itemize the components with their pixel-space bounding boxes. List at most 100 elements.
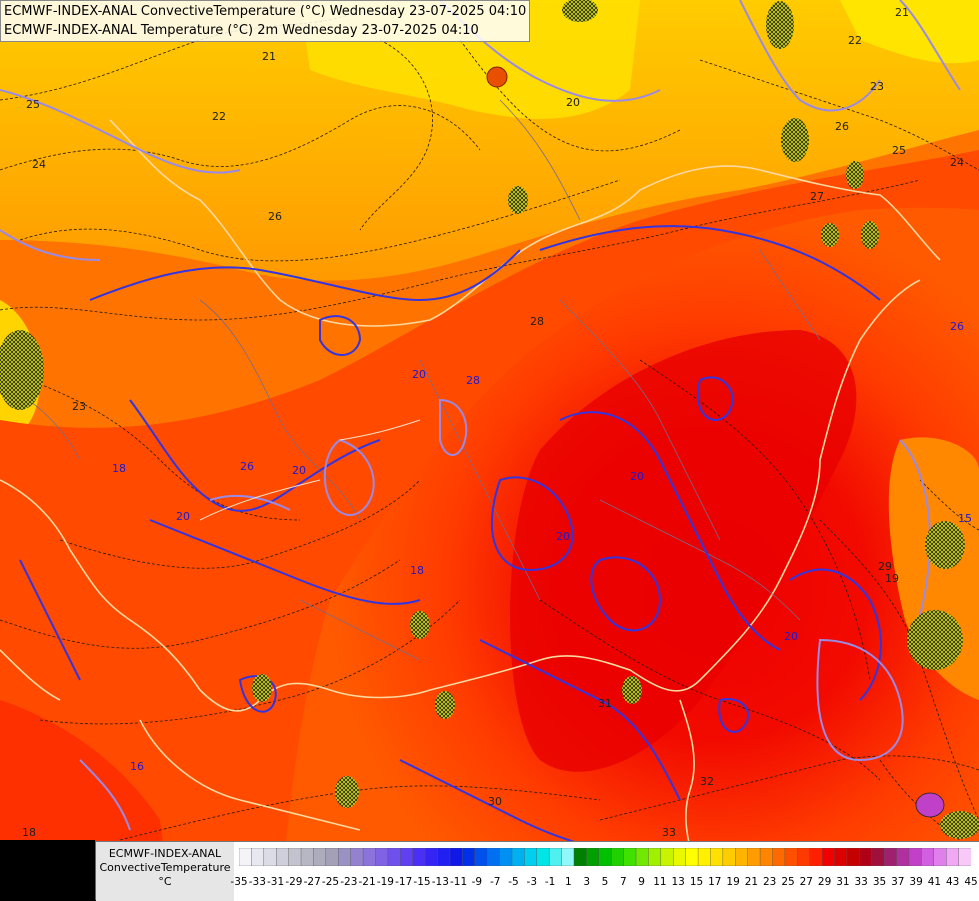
contour-label: 28 [530, 315, 544, 328]
legend-color-bar [239, 848, 971, 866]
convective-cells [0, 0, 979, 839]
legend-swatch [921, 848, 935, 866]
convective-cell [622, 676, 642, 704]
region-borders [0, 99, 821, 661]
legend-swatch [883, 848, 898, 866]
contour-label: 19 [885, 572, 899, 585]
legend-tick-label: 19 [726, 876, 740, 888]
legend-swatch [499, 848, 513, 866]
contour-label-blue: 20 [412, 368, 426, 381]
legend-swatch [251, 848, 265, 866]
contour-label-blue: 18 [112, 462, 126, 475]
contour-label: 22 [848, 34, 862, 47]
legend-swatch [362, 848, 376, 866]
legend-swatch [586, 848, 600, 866]
convective-cell [410, 611, 430, 639]
legend-swatch [598, 848, 612, 866]
legend-tick-label: -35 [230, 876, 248, 888]
legend-tick-label: 15 [689, 876, 704, 888]
convective-cell [766, 1, 794, 49]
legend-tick-label: 37 [891, 876, 905, 888]
legend-tick-label: 21 [744, 876, 759, 888]
legend-tick-label: 25 [781, 876, 795, 888]
legend-tick-label: 27 [799, 876, 813, 888]
contour-label-blue: 15 [958, 512, 972, 525]
legend-tick-label: -5 [508, 876, 519, 888]
legend-swatch [486, 848, 501, 866]
contour-label-blue: 20 [176, 510, 190, 523]
contour-label: 29 [878, 560, 892, 573]
legend-swatch [772, 848, 786, 866]
map-title-box: ECMWF-INDEX-ANAL ConvectiveTemperature (… [0, 0, 531, 42]
legend-swatch [313, 848, 327, 866]
contour-label: 20 [566, 96, 580, 109]
convective-cell [915, 792, 945, 818]
legend-swatch [276, 848, 290, 866]
contour-label-blue: 20 [556, 530, 570, 543]
contour-label: 21 [262, 50, 276, 63]
convective-cell [435, 691, 455, 719]
contour-label: 32 [700, 775, 714, 788]
legend-swatch [375, 848, 389, 866]
legend-tick-label: -11 [450, 876, 468, 888]
legend-swatch [834, 848, 848, 866]
legend-swatch [424, 848, 439, 866]
legend-tick-label: -23 [340, 876, 358, 888]
legend-tick-label: -7 [489, 876, 501, 888]
legend-tick-label: -1 [544, 876, 556, 888]
contour-label: 24 [950, 156, 964, 169]
legend-tick-label: 39 [909, 876, 923, 888]
legend-tick-label: -15 [413, 876, 431, 888]
contour-label-blue: 20 [784, 630, 798, 643]
legend-label: ECMWF-INDEX-ANAL ConvectiveTemperature °… [96, 842, 234, 901]
legend-tick-label: -27 [303, 876, 321, 888]
legend-swatch [747, 848, 761, 866]
contour-label: 18 [22, 826, 36, 839]
legend-tick-label: 35 [872, 876, 887, 888]
north-warm-zone [0, 0, 979, 281]
legend-swatch [784, 848, 798, 866]
legend-swatch [548, 848, 563, 866]
legend-tick-label: 33 [854, 876, 868, 888]
legend-swatch [263, 848, 277, 866]
warm-spot [486, 66, 508, 88]
legend-swatch [710, 848, 724, 866]
legend-swatch [648, 848, 662, 866]
legend-tick-label: -13 [431, 876, 449, 888]
legend-tick-label: -25 [321, 876, 340, 888]
legend-swatch [759, 848, 773, 866]
legend-tick-label: 3 [583, 876, 591, 888]
legend-swatch [945, 848, 960, 866]
legend-swatch [412, 848, 426, 866]
legend-swatch [462, 848, 476, 866]
convective-cell [861, 221, 879, 249]
convective-cell [562, 0, 598, 22]
contour-label: 24 [32, 158, 46, 171]
legend-swatch [288, 848, 302, 866]
convective-cell [335, 776, 359, 808]
legend-swatch [338, 848, 352, 866]
legend-tick-label: -17 [395, 876, 413, 888]
convective-cell [508, 186, 528, 214]
legend-swatch [673, 848, 687, 866]
legend-tick-label: -9 [471, 876, 483, 888]
legend-swatch [958, 848, 971, 866]
legend-tick-label: 7 [619, 876, 627, 888]
legend-tick-label: -33 [248, 876, 266, 888]
legend-swatch [511, 848, 525, 866]
contour-label: 31 [598, 697, 612, 710]
legend-swatch [561, 848, 575, 866]
legend-tick-label: 17 [708, 876, 722, 888]
contour-label: 26 [268, 210, 282, 223]
legend-swatch [449, 848, 463, 866]
contour-label-blue: 20 [292, 464, 306, 477]
legend-swatch [821, 848, 836, 866]
legend-tick-label: 41 [927, 876, 942, 888]
legend-label-parameter: ConvectiveTemperature [99, 861, 231, 874]
contour-labels: 25 24 23 22 21 20 21 22 23 24 25 26 27 2… [22, 6, 972, 839]
legend-swatch [797, 848, 811, 866]
legend-swatch [325, 848, 339, 866]
legend-tick-label: -31 [267, 876, 285, 888]
convective-cell [781, 118, 809, 162]
